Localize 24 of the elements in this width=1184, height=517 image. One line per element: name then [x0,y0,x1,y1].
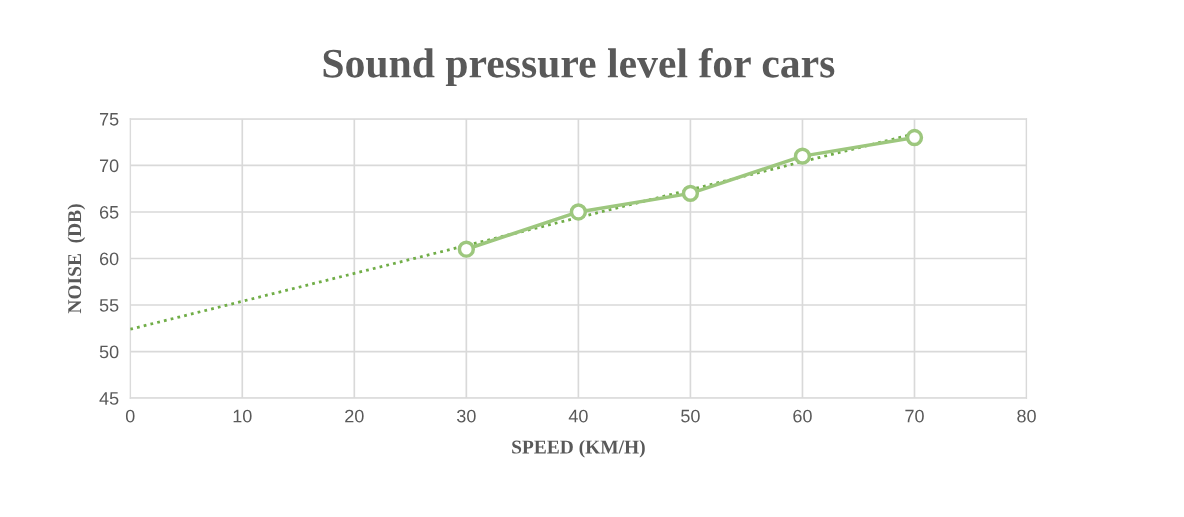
point [793,147,812,165]
y-tick-label: 45 [99,392,119,405]
y-tick-label: 50 [99,345,119,359]
x-axis-title: SPEED (KM/H) [512,439,645,458]
point [569,203,588,221]
x-tick-label: 70 [905,409,924,423]
y-tick-label: 65 [99,205,119,219]
x-tick-label: 10 [233,409,252,423]
y-axis-title: NOISE (DB) [67,204,86,314]
y-tick-label: 70 [99,159,119,173]
y-tick-label: 75 [99,113,119,126]
x-tick-label: 0 [125,409,135,423]
point [457,240,476,258]
x-tick-label: 50 [681,409,700,423]
point [905,128,924,147]
x-tick-label: 20 [345,409,364,423]
y-tick-label: 60 [99,252,119,266]
x-tick-label: 60 [793,409,812,423]
x-tick-label: 30 [457,409,476,423]
x-tick-label: 80 [1017,409,1036,423]
point [681,184,700,203]
chart-title: Sound pressure level for cars [323,47,835,87]
y-tick-label: 55 [99,299,119,312]
x-tick-label: 40 [568,409,588,423]
